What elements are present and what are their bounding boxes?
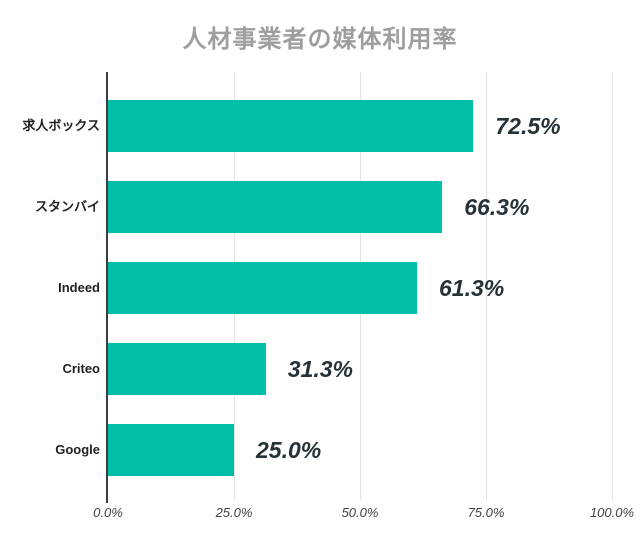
bar: [108, 100, 474, 152]
plot-area: 求人ボックス 72.5% スタンバイ 66.3% Indeed 61.3% Criteo 31…: [22, 72, 634, 520]
chart-row: Indeed 61.3%: [58, 262, 612, 314]
chart-row: Google 25.0%: [55, 424, 612, 476]
bar: [108, 181, 443, 233]
gridline: [612, 72, 613, 500]
x-tick-label: 100.0%: [589, 505, 635, 520]
value-label: 25.0%: [256, 437, 322, 463]
value-label: 61.3%: [439, 275, 505, 301]
y-axis-line: [106, 72, 108, 503]
category-label: Indeed: [58, 280, 100, 295]
chart-title: 人材事業者の媒体利用率: [182, 26, 458, 53]
bar: [108, 262, 417, 314]
x-tick-label: 75.0%: [467, 505, 505, 520]
value-label: 31.3%: [287, 356, 354, 382]
category-label: 求人ボックス: [22, 118, 100, 133]
category-label: Google: [55, 442, 100, 457]
chart-row: Criteo 31.3%: [62, 343, 612, 395]
bar: [108, 424, 234, 476]
chart-row: スタンバイ 66.3%: [35, 181, 612, 233]
category-label: Criteo: [62, 361, 100, 376]
bar: [108, 343, 266, 395]
x-tick-label: 0.0%: [93, 505, 123, 520]
x-tick-label: 50.0%: [341, 505, 379, 520]
x-tick-label: 25.0%: [215, 505, 253, 520]
category-label: スタンバイ: [34, 199, 100, 214]
gridline: [486, 72, 487, 500]
chart-row: 求人ボックス 72.5%: [22, 100, 612, 152]
value-label: 72.5%: [495, 113, 561, 139]
value-label: 66.3%: [464, 194, 530, 220]
